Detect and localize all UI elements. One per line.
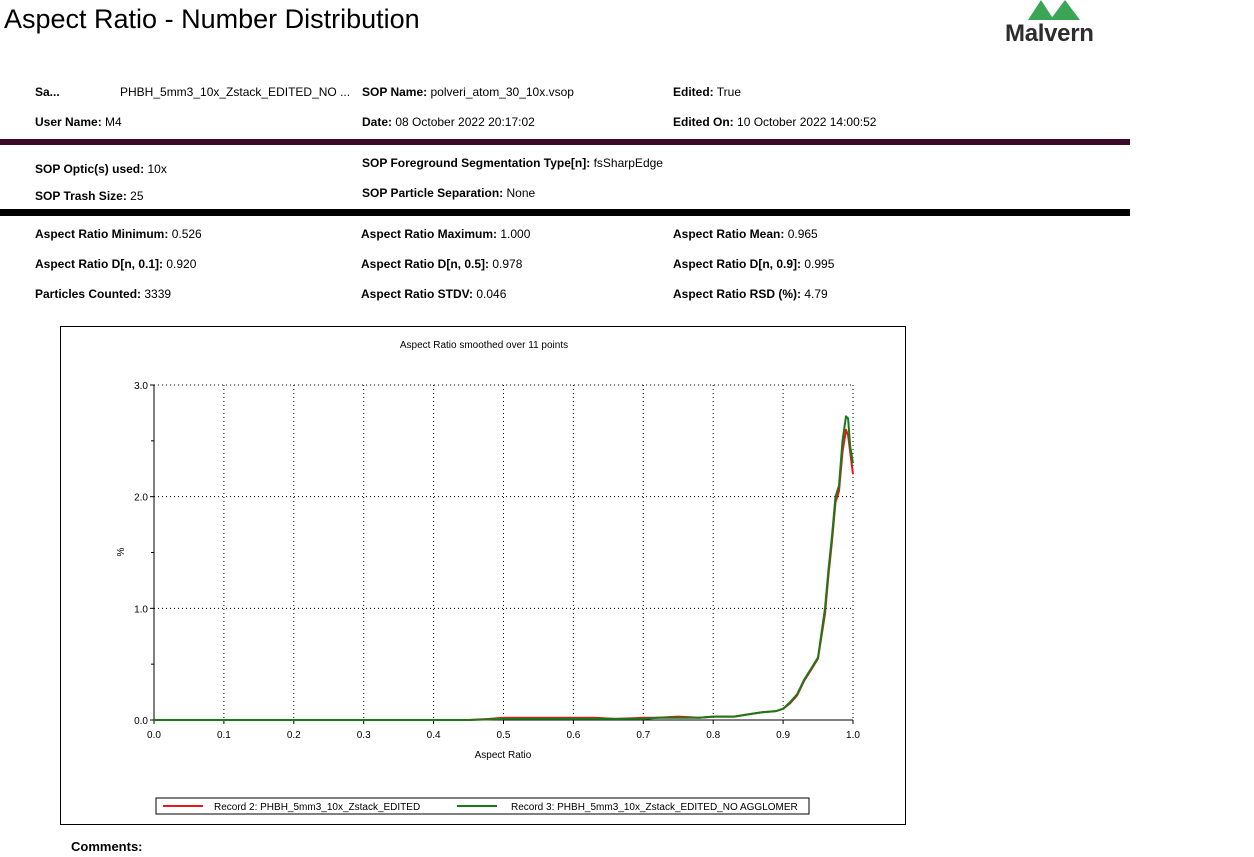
stat-mean-field: Aspect Ratio Mean: 0.965 [673, 227, 818, 241]
x-tick-label: 0.5 [497, 730, 511, 741]
sop-separation-value: None [506, 186, 536, 200]
x-tick-label: 0.3 [357, 730, 371, 741]
series-line-record-3 [154, 415, 854, 721]
comments-label: Comments: [71, 839, 143, 854]
stat-max-value: 1.000 [500, 227, 531, 241]
edited-label: Edited: [673, 85, 714, 99]
stat-rsd-value: 4.79 [804, 287, 828, 301]
stat-d01-value: 0.920 [166, 257, 197, 271]
edited-field: Edited: True [673, 85, 741, 99]
legend-label-record-3: Record 3: PHBH_5mm3_10x_Zstack_EDITED_NO… [511, 802, 798, 813]
sop-segmentation-value: fsSharpEdge [593, 156, 663, 170]
x-axis-label: Aspect Ratio [475, 750, 532, 761]
sop-segmentation-label: SOP Foreground Segmentation Type[n]: [362, 156, 591, 170]
x-tick-label: 0.6 [566, 730, 580, 741]
malvern-logo: Malvern [1004, 0, 1106, 47]
date-label: Date: [362, 115, 393, 129]
stat-rsd-label: Aspect Ratio RSD (%): [673, 287, 802, 301]
sop-name-field: SOP Name: polveri_atom_30_10x.vsop [362, 85, 574, 99]
divider-middle [0, 209, 1130, 216]
sop-segmentation-field: SOP Foreground Segmentation Type[n]: fsS… [362, 156, 663, 170]
sop-trash-size-field: SOP Trash Size: 25 [35, 189, 144, 203]
sop-optics-value: 10x [147, 162, 167, 176]
sample-value: PHBH_5mm3_10x_Zstack_EDITED_NO ... [120, 85, 351, 99]
stat-max-field: Aspect Ratio Maximum: 1.000 [361, 227, 530, 241]
x-tick-label: 0.1 [217, 730, 231, 741]
stat-min-label: Aspect Ratio Minimum: [35, 227, 169, 241]
aspect-ratio-chart: Aspect Ratio smoothed over 11 points 0.0… [116, 340, 860, 815]
edited-on-value: 10 October 2022 14:00:52 [737, 115, 877, 129]
stat-mean-label: Aspect Ratio Mean: [673, 227, 785, 241]
legend-label-record-2: Record 2: PHBH_5mm3_10x_Zstack_EDITED [214, 802, 420, 813]
sop-name-label: SOP Name: [362, 85, 428, 99]
sop-trash-size-value: 25 [130, 189, 144, 203]
axes: 0.0 0.1 0.2 0.3 0.4 0.5 0.6 0.7 0.8 0.9 1.0 0.0 1.0 2… [134, 381, 860, 741]
stat-min-value: 0.526 [171, 227, 202, 241]
user-name-label: User Name: [35, 115, 102, 129]
sample-field: Sa... [35, 85, 60, 99]
sop-optics-field: SOP Optic(s) used: 10x [35, 162, 167, 176]
y-tick-label: 2.0 [134, 493, 148, 504]
sop-trash-size-label: SOP Trash Size: [35, 189, 127, 203]
series-lines [154, 415, 854, 721]
stat-d05-value: 0.978 [492, 257, 523, 271]
logo-text: Malvern [1005, 20, 1094, 47]
chart-title: Aspect Ratio smoothed over 11 points [400, 340, 568, 351]
y-tick-label: 1.0 [134, 604, 148, 615]
stat-max-label: Aspect Ratio Maximum: [361, 227, 498, 241]
user-name-value: M4 [105, 115, 122, 129]
stat-stdv-label: Aspect Ratio STDV: [361, 287, 474, 301]
sop-separation-label: SOP Particle Separation: [362, 186, 504, 200]
x-tick-label: 0.9 [776, 730, 790, 741]
stat-mean-value: 0.965 [787, 227, 818, 241]
divider-top [0, 139, 1130, 145]
edited-value: True [716, 85, 742, 99]
grid [154, 384, 854, 720]
mountain-logo-icon [1028, 0, 1080, 20]
stat-count-field: Particles Counted: 3339 [35, 287, 171, 301]
sop-name-value: polveri_atom_30_10x.vsop [430, 85, 574, 99]
x-tick-label: 0.4 [427, 730, 441, 741]
stat-stdv-value: 0.046 [476, 287, 507, 301]
x-tick-label: 0.7 [636, 730, 650, 741]
edited-on-label: Edited On: [673, 115, 734, 129]
stat-count-label: Particles Counted: [35, 287, 142, 301]
y-tick-label: 0.0 [134, 716, 148, 727]
x-tick-label: 1.0 [846, 730, 860, 741]
stat-d09-value: 0.995 [804, 257, 835, 271]
y-tick-label: 3.0 [134, 381, 148, 392]
x-tick-label: 0.8 [706, 730, 720, 741]
stat-min-field: Aspect Ratio Minimum: 0.526 [35, 227, 202, 241]
x-tick-label: 0.0 [147, 730, 161, 741]
stat-d01-field: Aspect Ratio D[n, 0.1]: 0.920 [35, 257, 196, 271]
stat-rsd-field: Aspect Ratio RSD (%): 4.79 [673, 287, 828, 301]
date-value: 08 October 2022 20:17:02 [395, 115, 535, 129]
stat-d09-label: Aspect Ratio D[n, 0.9]: [673, 257, 802, 271]
x-tick-label: 0.2 [287, 730, 301, 741]
edited-on-field: Edited On: 10 October 2022 14:00:52 [673, 115, 876, 129]
sop-optics-label: SOP Optic(s) used: [35, 162, 145, 176]
stat-stdv-field: Aspect Ratio STDV: 0.046 [361, 287, 506, 301]
stat-d09-field: Aspect Ratio D[n, 0.9]: 0.995 [673, 257, 834, 271]
legend: Record 2: PHBH_5mm3_10x_Zstack_EDITED Re… [155, 797, 810, 815]
chart-frame: Aspect Ratio smoothed over 11 points 0.0… [60, 326, 906, 825]
stat-d05-label: Aspect Ratio D[n, 0.5]: [361, 257, 490, 271]
sop-separation-field: SOP Particle Separation: None [362, 186, 535, 200]
stat-d05-field: Aspect Ratio D[n, 0.5]: 0.978 [361, 257, 522, 271]
sample-label: Sa... [35, 85, 60, 99]
date-field: Date: 08 October 2022 20:17:02 [362, 115, 535, 129]
stat-d01-label: Aspect Ratio D[n, 0.1]: [35, 257, 164, 271]
user-name-field: User Name: M4 [35, 115, 122, 129]
y-axis-label: % [116, 547, 127, 556]
page-title: Aspect Ratio - Number Distribution [4, 4, 420, 34]
stat-count-value: 3339 [144, 287, 172, 301]
